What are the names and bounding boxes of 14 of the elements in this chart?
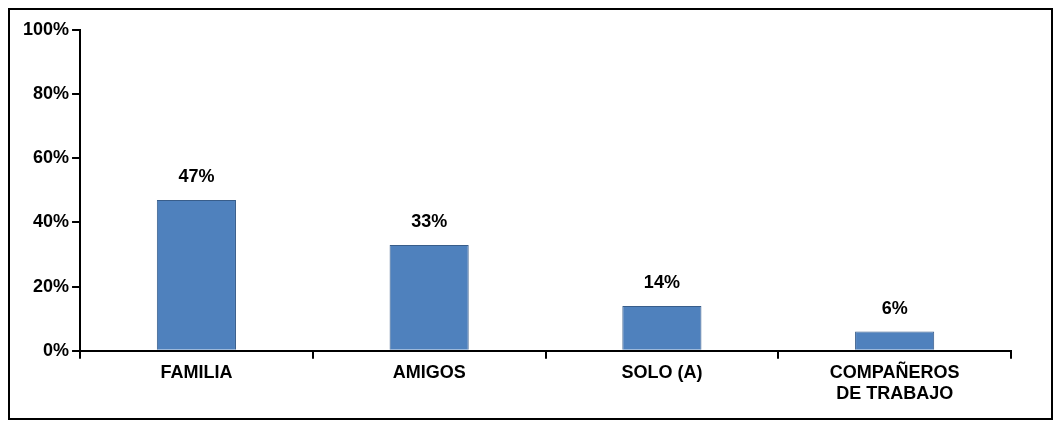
y-tick-label: 20%: [33, 275, 70, 296]
x-tick-label: SOLO (A): [621, 361, 703, 382]
x-tick-label: AMIGOS: [392, 361, 466, 382]
y-tick-label: 0%: [43, 339, 70, 360]
y-tick-label: 80%: [33, 83, 70, 104]
data-label: 6%: [881, 297, 908, 318]
data-label: 47%: [178, 165, 215, 186]
x-tick-label: FAMILIA: [160, 361, 233, 382]
data-label: 14%: [643, 271, 680, 292]
data-label: 33%: [411, 210, 448, 231]
y-tick-label: 40%: [33, 211, 70, 232]
y-tick-label: 100%: [22, 18, 70, 39]
x-tick-label: COMPAÑEROS DE TRABAJO: [829, 360, 960, 404]
y-tick-label: 60%: [33, 147, 70, 168]
